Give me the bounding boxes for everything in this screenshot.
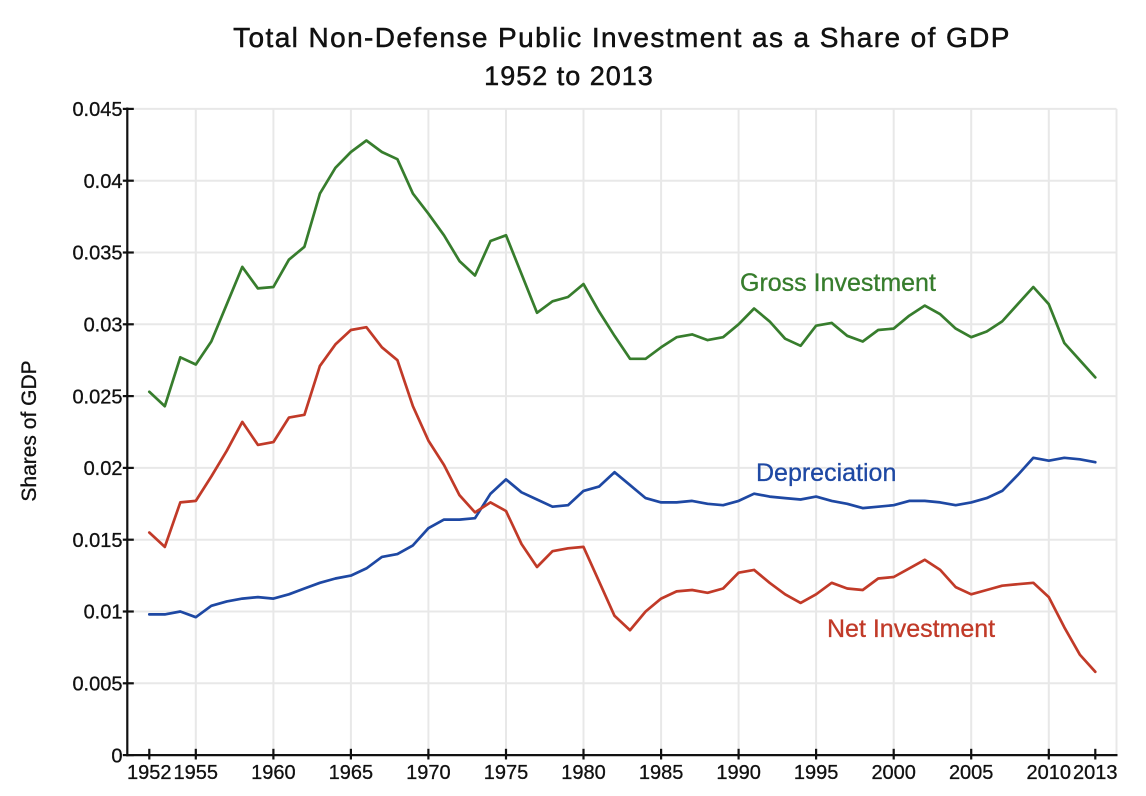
- svg-text:Shares of GDP: Shares of GDP: [18, 360, 41, 501]
- svg-text:0.045: 0.045: [72, 99, 122, 121]
- svg-text:2013: 2013: [1073, 762, 1118, 784]
- svg-text:Gross Investment: Gross Investment: [740, 269, 936, 297]
- svg-text:Depreciation: Depreciation: [756, 459, 896, 487]
- svg-text:Net Investment: Net Investment: [827, 615, 995, 643]
- svg-text:0.025: 0.025: [72, 386, 122, 408]
- svg-text:1990: 1990: [716, 762, 761, 784]
- svg-text:1985: 1985: [639, 762, 684, 784]
- svg-text:1970: 1970: [406, 762, 451, 784]
- svg-text:1955: 1955: [174, 762, 219, 784]
- svg-text:1952: 1952: [127, 762, 172, 784]
- svg-text:1995: 1995: [794, 762, 839, 784]
- svg-text:0.015: 0.015: [72, 530, 122, 552]
- svg-text:1952 to 2013: 1952 to 2013: [484, 61, 654, 91]
- svg-text:0.04: 0.04: [84, 171, 123, 193]
- svg-text:1960: 1960: [251, 762, 296, 784]
- svg-text:0.035: 0.035: [72, 243, 122, 265]
- svg-text:2005: 2005: [949, 762, 994, 784]
- svg-text:0: 0: [111, 745, 122, 767]
- svg-text:0.03: 0.03: [84, 315, 123, 337]
- svg-text:2000: 2000: [871, 762, 916, 784]
- svg-text:Total Non-Defense Public Inves: Total Non-Defense Public Investment as a…: [233, 22, 1011, 53]
- svg-text:0.01: 0.01: [84, 602, 123, 624]
- svg-text:1965: 1965: [329, 762, 374, 784]
- svg-text:1980: 1980: [561, 762, 606, 784]
- svg-text:2010: 2010: [1027, 762, 1072, 784]
- svg-text:0.02: 0.02: [84, 458, 123, 480]
- svg-text:1975: 1975: [484, 762, 529, 784]
- svg-text:0.005: 0.005: [72, 674, 122, 696]
